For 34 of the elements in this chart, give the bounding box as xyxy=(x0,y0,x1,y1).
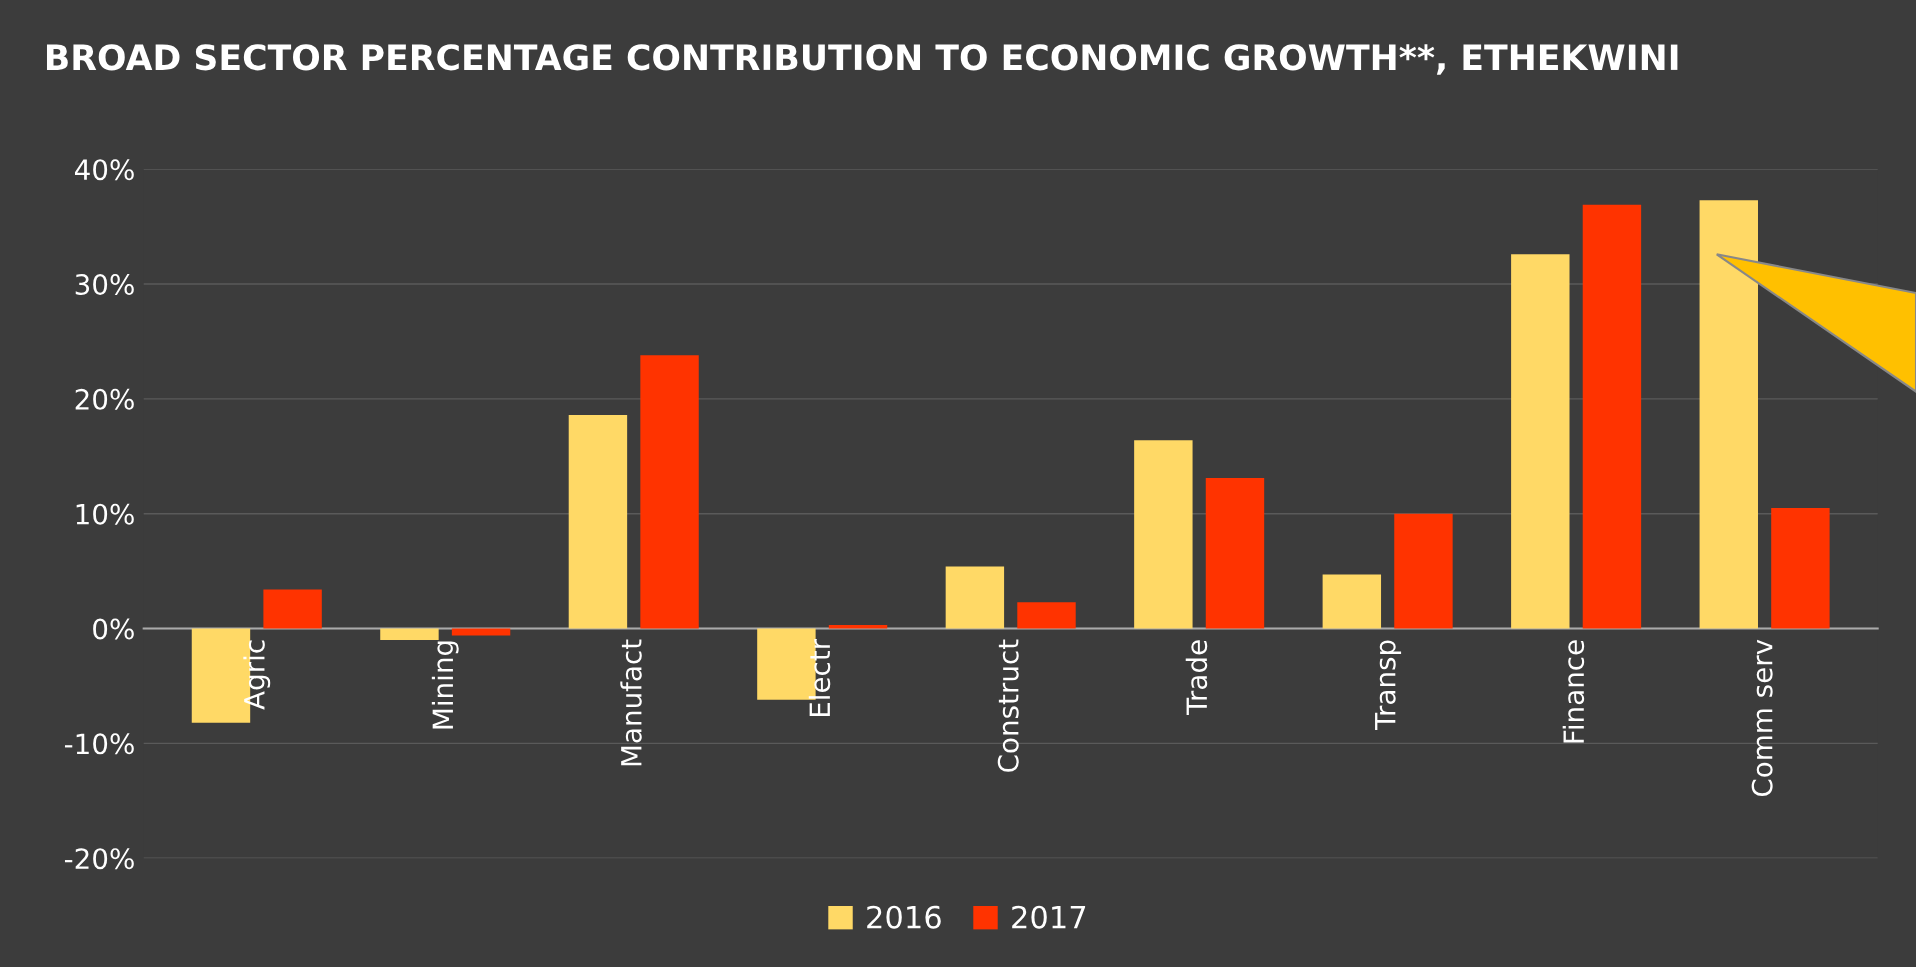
x-tick-label: Electr xyxy=(808,638,831,717)
bar xyxy=(263,589,322,629)
bar xyxy=(1134,440,1193,629)
bar xyxy=(1205,478,1265,629)
bar xyxy=(828,625,888,629)
y-tick-label: -20% xyxy=(64,848,134,870)
x-tick-label: Agric xyxy=(243,640,271,710)
bar xyxy=(1771,507,1830,629)
x-tick-label: Finance xyxy=(1562,640,1585,743)
x-tick-label: Transp xyxy=(1375,640,1402,730)
bar xyxy=(1322,574,1382,629)
x-tick-label: Manufact xyxy=(620,639,642,766)
bar xyxy=(380,628,439,641)
legend-label: 2017 xyxy=(1012,905,1086,929)
y-tick-label: 10% xyxy=(76,503,134,525)
chart-title: BROAD SECTOR PERCENTAGE CONTRIBUTION TO ECONOMIC GROWTH**, ETHEKWINI xyxy=(46,44,1678,75)
bar xyxy=(945,566,1005,629)
legend-label: 2016 xyxy=(867,905,941,929)
bar xyxy=(1394,513,1453,629)
x-tick-label: Trade xyxy=(1185,640,1208,715)
y-tick-label: 40% xyxy=(74,159,134,181)
bar xyxy=(1017,602,1076,629)
y-tick-label: -10% xyxy=(64,733,134,755)
y-tick-label: 20% xyxy=(75,388,134,410)
y-tick-label: 0% xyxy=(93,618,134,640)
bar xyxy=(1699,200,1758,629)
x-tick-label: Comm serv xyxy=(1751,639,1773,797)
bar xyxy=(1511,254,1570,629)
x-tick-label: Construct xyxy=(997,639,1019,772)
bar xyxy=(640,355,699,629)
x-tick-label: Mining xyxy=(431,641,459,729)
y-tick-label: 30% xyxy=(75,273,134,295)
bar xyxy=(568,414,628,629)
bar xyxy=(1582,204,1642,629)
